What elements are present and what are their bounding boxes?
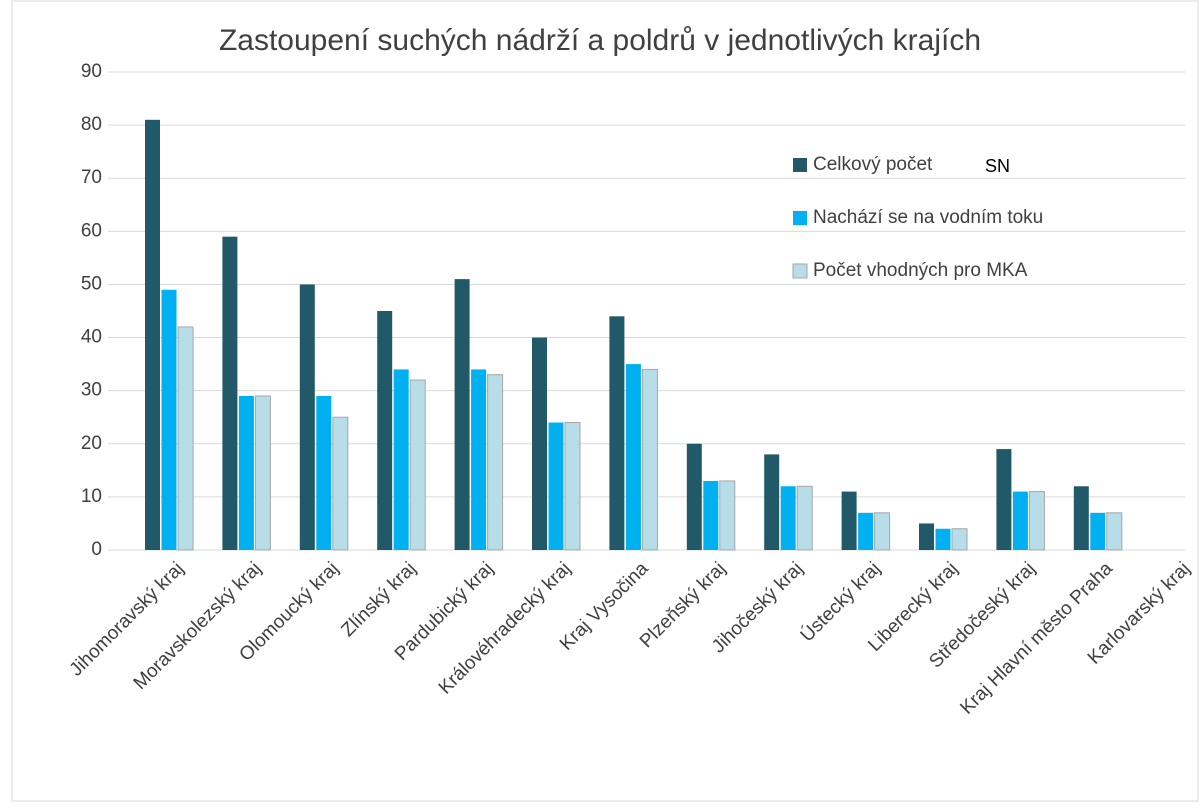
bar (299, 284, 315, 550)
bar (841, 491, 857, 550)
bar (951, 528, 968, 551)
y-tick-label: 90 (81, 61, 102, 82)
bar (316, 395, 332, 550)
y-tick-label: 10 (81, 486, 102, 507)
bar (487, 374, 504, 551)
legend-label: Celkový počet (813, 154, 933, 175)
bar (625, 364, 641, 550)
bar (161, 289, 177, 550)
bar (377, 311, 393, 550)
legend-swatch (793, 158, 807, 172)
y-tick-label: 40 (81, 327, 102, 348)
bar (935, 528, 951, 550)
legend-swatch (793, 211, 807, 225)
bar (471, 369, 487, 550)
bar (254, 395, 271, 551)
bar (332, 416, 349, 551)
bar (1090, 512, 1106, 550)
bar (796, 485, 813, 551)
legend-label: Nachází se na vodním toku (813, 207, 1043, 228)
chart-title: Zastoupení suchých nádrží a poldrů v jed… (219, 24, 981, 57)
y-tick-label: 50 (81, 273, 102, 294)
bar (177, 326, 194, 551)
bar (1028, 491, 1045, 551)
bar (532, 337, 547, 550)
bar (393, 369, 409, 550)
bar (641, 368, 658, 551)
bar (145, 119, 160, 551)
y-tick-label: 20 (81, 433, 102, 454)
y-tick-label: 60 (81, 220, 102, 241)
bar (222, 236, 238, 550)
bar (564, 422, 581, 551)
bar (780, 486, 796, 550)
y-tick-label: 30 (81, 380, 102, 401)
annotation: SN (985, 156, 1010, 176)
chart-border (11, 0, 1199, 802)
y-tick-label: 0 (91, 539, 102, 560)
bar (764, 454, 780, 550)
legend-label: Počet vhodných pro MKA (813, 260, 1028, 281)
bar (703, 480, 719, 550)
bar (686, 443, 702, 550)
bar (238, 395, 254, 550)
bar (719, 480, 736, 551)
bar (609, 316, 625, 550)
bar (996, 449, 1012, 550)
bar (919, 523, 934, 550)
bar (454, 279, 470, 550)
bar (548, 422, 564, 550)
bar (858, 512, 874, 550)
y-tick-label: 70 (81, 167, 102, 188)
y-tick-label: 80 (81, 114, 102, 135)
bar (1073, 486, 1089, 550)
legend-swatch (792, 263, 808, 279)
bar (1012, 491, 1028, 550)
bar (874, 512, 891, 551)
bar (1106, 512, 1123, 551)
bar (409, 379, 426, 551)
